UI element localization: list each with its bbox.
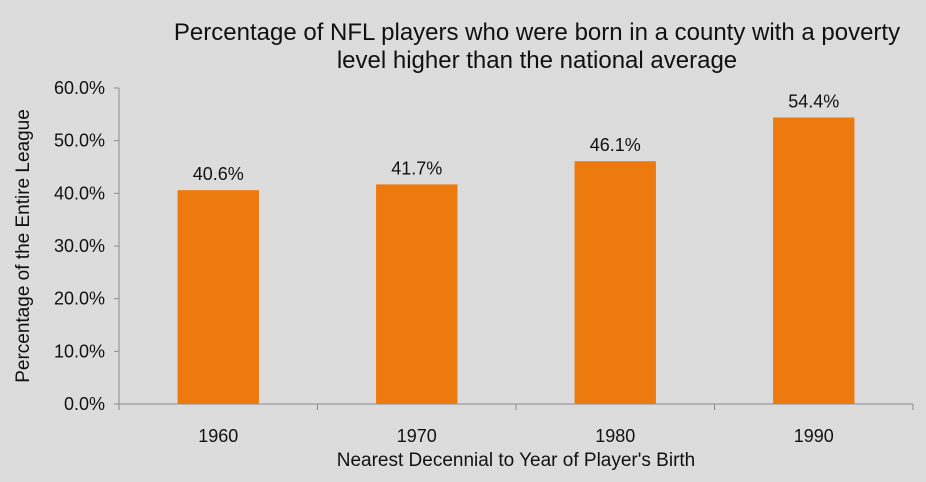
- bar-chart: Percentage of NFL players who were born …: [0, 0, 926, 482]
- y-tick-label: 10.0%: [54, 341, 105, 361]
- x-axis-title: Nearest Decennial to Year of Player's Bi…: [337, 450, 696, 471]
- y-tick-label: 20.0%: [54, 289, 105, 309]
- data-label-1970: 41.7%: [391, 158, 442, 178]
- data-label-1960: 40.6%: [193, 164, 244, 184]
- bar-1970: [376, 184, 457, 404]
- data-label-1990: 54.4%: [788, 91, 839, 111]
- x-tick-label-1990: 1990: [794, 426, 834, 446]
- x-tick-label-1970: 1970: [397, 426, 437, 446]
- y-tick-label: 60.0%: [54, 78, 105, 98]
- x-tick-label-1960: 1960: [198, 426, 238, 446]
- x-tick-label-1980: 1980: [595, 426, 635, 446]
- chart-title-line-1: Percentage of NFL players who were born …: [174, 19, 900, 46]
- bar-1960: [178, 190, 259, 404]
- bar-1990: [773, 117, 854, 404]
- plot-area: 0.0% 10.0% 20.0% 30.0% 40.0% 50.0% 60.0% 40.6% 1…: [54, 78, 913, 446]
- y-tick-label: 0.0%: [64, 394, 105, 414]
- y-tick-label: 50.0%: [54, 131, 105, 151]
- y-tick-label: 30.0%: [54, 236, 105, 256]
- bar-1980: [575, 161, 656, 404]
- chart-title-line-2: level higher than the national average: [337, 47, 737, 74]
- y-axis-title: Percentage of the Entire League: [13, 109, 34, 383]
- data-label-1980: 46.1%: [590, 135, 641, 155]
- y-tick-label: 40.0%: [54, 183, 105, 203]
